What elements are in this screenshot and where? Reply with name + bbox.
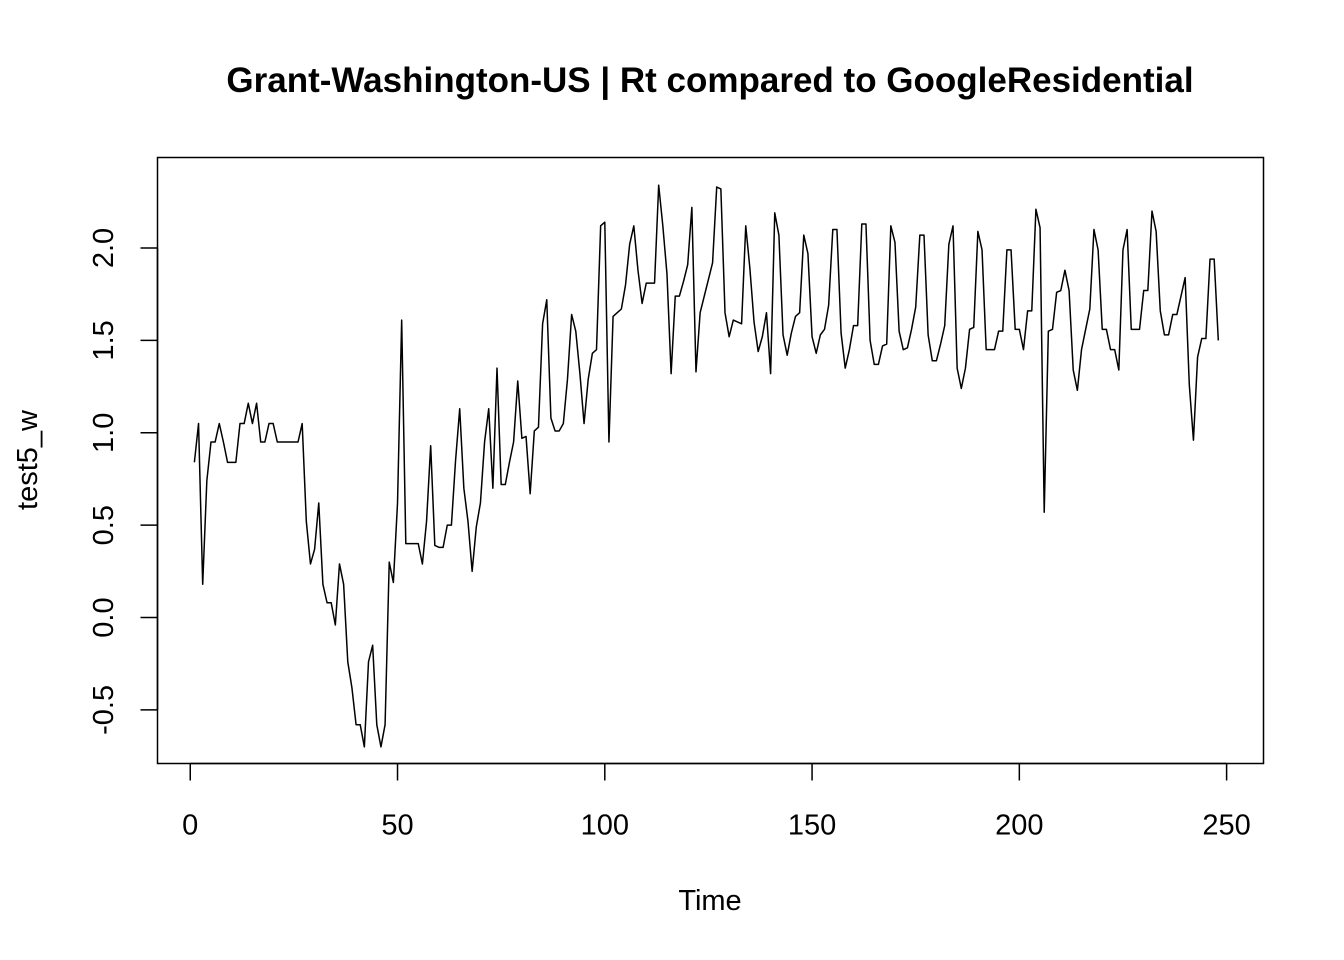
- y-axis: -0.5 0.0 0.5 1.0 1.5 2.0: [88, 228, 159, 735]
- x-tick-label: 200: [995, 810, 1043, 842]
- x-tick-label: 150: [788, 810, 836, 842]
- x-tick-label: 100: [581, 810, 629, 842]
- x-axis-label: Time: [678, 885, 741, 917]
- y-tick-label: 1.0: [88, 413, 120, 453]
- x-tick-label: 0: [182, 810, 198, 842]
- x-axis: 0 50 100 150 200 250: [182, 762, 1251, 842]
- y-tick-label: 1.5: [88, 320, 120, 360]
- y-tick-label: 0.5: [88, 505, 120, 545]
- x-tick-label: 50: [381, 810, 413, 842]
- series-line: [193, 184, 1220, 748]
- x-tick-label: 250: [1202, 810, 1250, 842]
- chart-title: Grant-Washington-US | Rt compared to Goo…: [226, 61, 1193, 100]
- y-tick-label: -0.5: [88, 685, 120, 735]
- y-axis-label: test5_w: [12, 409, 44, 510]
- y-tick-label: 2.0: [88, 228, 120, 268]
- y-tick-label: 0.0: [88, 597, 120, 637]
